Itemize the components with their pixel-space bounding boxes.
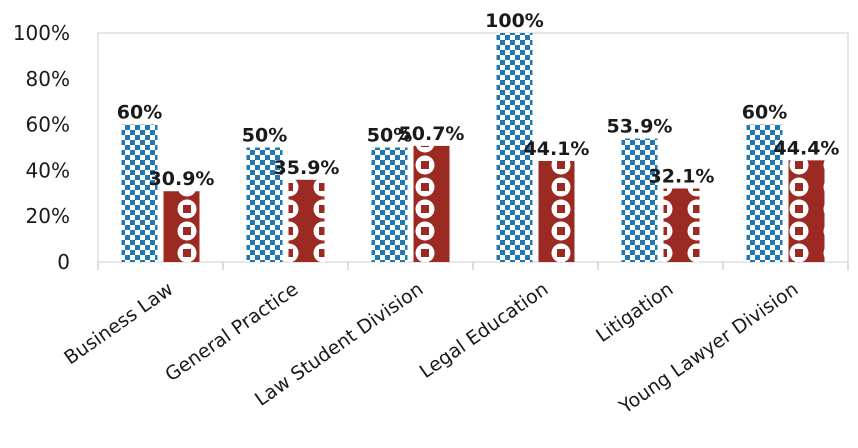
bar [788,160,825,262]
category-label: Legal Education [416,278,553,383]
data-label: 50% [242,125,287,147]
bar [538,161,575,262]
data-label: 60% [742,102,787,124]
data-label: 53.9% [607,116,673,138]
data-label: 50% [367,125,412,147]
category-label: Litigation [592,278,677,347]
data-label: 50.7% [399,123,465,145]
bar [746,124,783,262]
data-label: 44.4% [774,137,840,159]
y-tick-label: 100% [13,21,70,45]
bar [371,147,408,262]
data-labels: 60%30.9%50%35.9%50%50.7%100%44.1%53.9%32… [117,10,840,190]
y-tick-label: 80% [26,67,70,91]
data-label: 100% [485,10,544,32]
data-label: 30.9% [149,168,215,190]
bar [663,188,700,262]
bar [246,147,283,262]
bar [496,33,533,262]
bar [288,179,325,262]
bar [413,145,450,262]
data-label: 35.9% [274,157,340,179]
y-tick-label: 60% [26,113,70,137]
data-label: 60% [117,102,162,124]
plot-area [97,32,849,263]
y-tick-label: 20% [26,204,70,228]
y-tick-label: 0 [57,250,70,274]
y-axis: 0 20% 40% 60% 80% 100% [13,21,849,274]
data-label: 32.1% [649,165,715,187]
y-tick-label: 40% [26,158,70,182]
bars [121,33,825,262]
bar [621,138,658,262]
bar [163,191,200,262]
category-label: General Practice [161,278,302,386]
bar [121,124,158,262]
category-label: Business Law [60,278,177,369]
data-label: 44.1% [524,138,590,160]
